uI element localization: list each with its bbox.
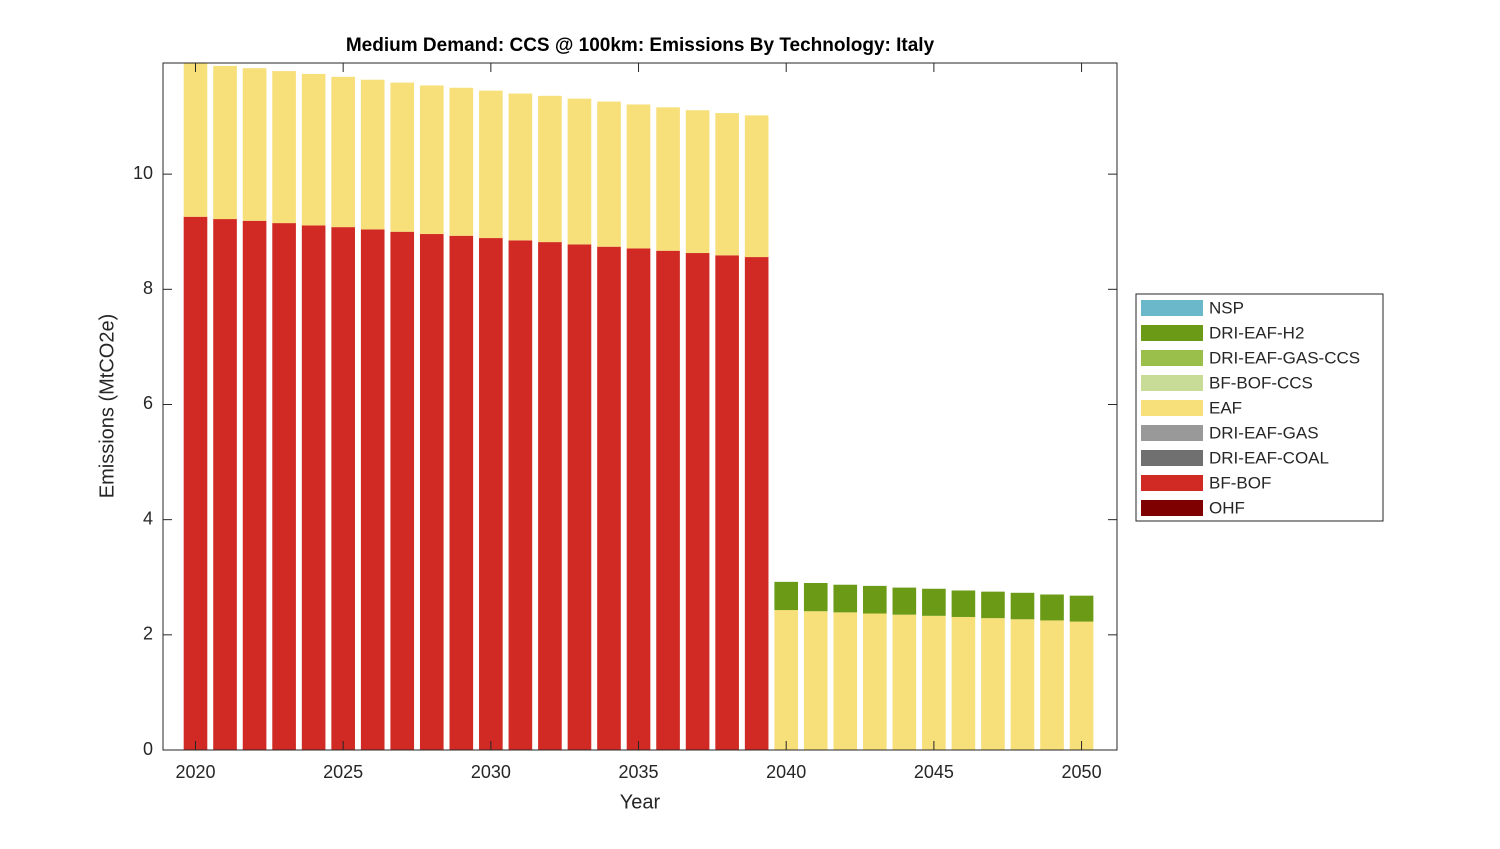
bar-segment (390, 231, 415, 750)
x-axis-label: Year (620, 791, 661, 813)
bar-segment (715, 113, 739, 256)
bar-segment (862, 613, 887, 750)
bar-segment (862, 585, 887, 614)
bar-segment (1040, 594, 1064, 621)
legend-label: EAF (1209, 398, 1242, 417)
bar-segment (360, 79, 385, 230)
bar-segment (183, 63, 208, 217)
bar-segment (833, 612, 858, 750)
y-tick-label: 0 (143, 739, 153, 759)
bar-segment (419, 234, 444, 751)
bar-segment (479, 238, 503, 750)
bar-segment (892, 587, 917, 615)
y-tick-label: 10 (133, 163, 153, 183)
legend-swatch (1141, 450, 1203, 466)
y-axis-label: Emissions (MtCO2e) (96, 314, 118, 498)
legend-label: DRI-EAF-H2 (1209, 323, 1304, 342)
legend-swatch (1141, 350, 1203, 366)
x-tick-label: 2030 (471, 762, 511, 782)
bar-segment (744, 257, 769, 750)
x-tick-label: 2035 (618, 762, 658, 782)
bar-segment (1010, 592, 1035, 620)
bar-segment (922, 588, 946, 616)
bar-segment (331, 227, 355, 750)
bar-segment (449, 235, 474, 750)
bar-segment (685, 110, 710, 254)
legend-swatch (1141, 400, 1203, 416)
legend-label: OHF (1209, 498, 1245, 517)
legend-swatch (1141, 325, 1203, 341)
y-tick-label: 4 (143, 508, 153, 528)
bar-segment (803, 583, 828, 612)
bar-segment (803, 611, 828, 750)
bar-segment (744, 115, 769, 258)
bar-segment (597, 246, 621, 750)
legend-swatch (1141, 300, 1203, 316)
legend-label: BF-BOF (1209, 473, 1271, 492)
bar-segment (508, 93, 533, 241)
legend-label: NSP (1209, 298, 1244, 317)
legend-label: DRI-EAF-COAL (1209, 448, 1329, 467)
bar-segment (1069, 595, 1094, 622)
x-tick-label: 2040 (766, 762, 806, 782)
bar-segment (981, 591, 1005, 619)
bar-segment (242, 68, 267, 221)
bar-segment (272, 71, 296, 224)
bar-segment (774, 610, 799, 750)
bar-segment (272, 223, 296, 750)
bar-segment (242, 220, 267, 751)
y-tick-label: 2 (143, 624, 153, 644)
bar-segment (833, 584, 858, 613)
bar-segment (626, 104, 651, 249)
x-tick-label: 2050 (1062, 762, 1102, 782)
bar-segment (538, 242, 562, 750)
bar-segment (479, 90, 503, 239)
legend-label: BF-BOF-CCS (1209, 373, 1313, 392)
bar-segment (981, 618, 1005, 750)
x-tick-label: 2020 (175, 762, 215, 782)
bar-segment (656, 107, 680, 251)
bar-segment (567, 98, 592, 245)
bar-segment (1010, 619, 1035, 750)
bar-segment (449, 87, 474, 236)
legend-label: DRI-EAF-GAS-CCS (1209, 348, 1360, 367)
legend-label: DRI-EAF-GAS (1209, 423, 1319, 442)
y-tick-label: 6 (143, 393, 153, 413)
y-tick-label: 8 (143, 278, 153, 298)
bar-segment (774, 581, 799, 611)
bar-segment (508, 240, 533, 750)
bar-segment (597, 101, 621, 247)
bar-segment (567, 244, 592, 751)
bar-segment (331, 76, 355, 228)
legend-swatch (1141, 500, 1203, 516)
bar-segment (715, 255, 739, 750)
legend-swatch (1141, 425, 1203, 441)
bar-segment (213, 65, 237, 220)
axes-box (162, 62, 1118, 751)
x-tick-label: 2045 (914, 762, 954, 782)
bar-segment (390, 82, 415, 232)
bar-segment (1069, 621, 1094, 750)
bar-segment (301, 225, 326, 751)
chart-title: Medium Demand: CCS @ 100km: Emissions By… (346, 35, 935, 56)
bar-segment (213, 219, 237, 750)
legend-swatch (1141, 375, 1203, 391)
legend-swatch (1141, 475, 1203, 491)
bar-segment (951, 590, 976, 617)
bar-segment (685, 253, 710, 751)
bar-segment (656, 250, 680, 750)
bar-segment (951, 616, 976, 750)
bar-segment (419, 85, 444, 235)
bar-segment (301, 73, 326, 226)
bar-segment (1040, 620, 1064, 750)
bar-segment (892, 614, 917, 750)
bar-segment (360, 229, 385, 750)
bar-segment (626, 248, 651, 751)
bar-segment (538, 95, 562, 243)
bar-segment (183, 216, 208, 750)
x-tick-label: 2025 (323, 762, 363, 782)
bar-segment (922, 615, 946, 750)
